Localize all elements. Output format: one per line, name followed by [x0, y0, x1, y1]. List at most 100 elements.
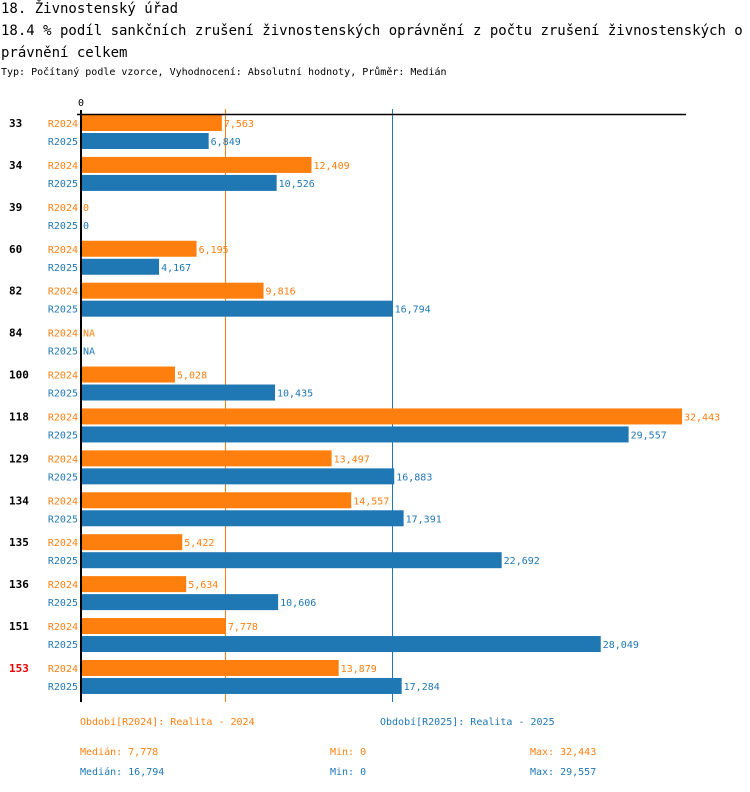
bar-r2024: [82, 156, 312, 173]
series-label: R2024: [48, 203, 78, 214]
category-group: 84 R2024 NA R2025 NA: [9, 327, 95, 358]
value-label: 17,391: [406, 514, 442, 525]
value-label: 16,794: [395, 305, 431, 316]
category-group: 34 R2024 12,409 R2025 10,526: [9, 156, 350, 191]
value-label: 5,634: [188, 580, 218, 591]
series-label: R2024: [48, 119, 78, 130]
stat-r2025-min: Min: 0: [330, 767, 367, 778]
value-label: NA: [83, 347, 95, 358]
category-group: 39 R2024 0 R2025 0: [9, 201, 89, 232]
stat-r2024-min: Min: 0: [330, 747, 367, 758]
category-label: 33: [9, 117, 22, 130]
category-label: 60: [9, 243, 22, 256]
value-label: 0: [83, 203, 89, 214]
bar-r2025: [82, 133, 209, 149]
series-label: R2024: [48, 580, 78, 591]
bar-r2025: [82, 636, 601, 653]
legend-r2025: Období[R2025]: Realita - 2025: [380, 717, 555, 728]
series-label: R2025: [48, 682, 78, 693]
series-label: R2024: [48, 622, 78, 633]
series-label: R2025: [48, 389, 78, 400]
category-label: 135: [9, 536, 29, 549]
series-label: R2025: [48, 137, 78, 148]
bar-r2025: [82, 258, 160, 275]
category-label: 84: [9, 327, 23, 340]
category-group: 153 R2024 13,879 R2025 17,284: [9, 659, 440, 694]
bar-r2025: [82, 174, 277, 191]
series-label: R2025: [48, 598, 78, 609]
category-label: 118: [9, 410, 29, 423]
axes-layer: 0: [77, 98, 686, 702]
category-group: 136 R2024 5,634 R2025 10,606: [9, 576, 316, 611]
bar-r2025: [82, 677, 402, 694]
series-label: R2025: [48, 514, 78, 525]
bar-r2024: [82, 618, 226, 635]
series-label: R2024: [48, 412, 78, 423]
value-label: 6,195: [199, 245, 229, 256]
category-label: 129: [9, 452, 29, 465]
stat-r2025-median: Medián: 16,794: [80, 767, 165, 778]
bar-r2025: [82, 594, 279, 611]
legend-r2024: Období[R2024]: Realita - 2024: [80, 717, 255, 728]
series-label: R2024: [48, 538, 78, 549]
category-label: 134: [9, 494, 29, 507]
stat-r2024-median: Medián: 7,778: [80, 747, 159, 758]
value-label: 16,883: [396, 472, 432, 483]
bar-r2025: [82, 510, 404, 527]
value-label: 7,778: [228, 622, 258, 633]
bar-r2024: [82, 240, 197, 257]
bar-r2024: [82, 576, 187, 593]
category-group: 60 R2024 6,195 R2025 4,167: [9, 240, 229, 275]
value-label: 28,049: [603, 640, 639, 651]
category-label: 39: [9, 201, 22, 214]
bar-r2025: [82, 552, 502, 569]
series-label: R2025: [48, 179, 78, 190]
bar-r2024: [82, 366, 175, 383]
bar-r2024: [82, 492, 352, 509]
series-label: R2025: [48, 640, 78, 651]
category-group: 100 R2024 5,028 R2025 10,435: [9, 366, 313, 401]
median-lines: [225, 109, 393, 702]
value-label: 32,443: [684, 412, 720, 423]
category-group: 82 R2024 9,816 R2025 16,794: [9, 282, 431, 317]
value-label: 14,557: [353, 496, 389, 507]
legend-r2025-label: Období[R2025]: Realita - 2025: [380, 717, 555, 728]
series-label: R2025: [48, 263, 78, 274]
series-label: R2024: [48, 287, 78, 298]
bar-r2024: [82, 282, 264, 299]
series-label: R2024: [48, 496, 78, 507]
value-label: 7,563: [224, 119, 254, 130]
bar-r2025: [82, 468, 395, 485]
legend-r2024-label: Období[R2024]: Realita - 2024: [80, 717, 255, 728]
value-label: 10,435: [277, 389, 313, 400]
series-label: R2024: [48, 454, 78, 465]
value-label: 0: [83, 221, 89, 232]
value-label: 10,606: [280, 598, 316, 609]
bar-r2025: [82, 384, 275, 401]
value-label: 5,028: [177, 371, 207, 382]
category-label: 153: [9, 662, 29, 675]
series-label: R2024: [48, 371, 78, 382]
bar-r2024: [82, 115, 222, 131]
bar-r2024: [82, 534, 183, 551]
stat-r2025-max: Max: 29,557: [530, 767, 597, 778]
bar-r2024: [82, 450, 332, 467]
category-label: 34: [9, 159, 23, 172]
bar-r2025: [82, 426, 629, 443]
category-group: 118 R2024 32,443 R2025 29,557: [9, 408, 720, 443]
series-label: R2025: [48, 430, 78, 441]
value-label: 6,849: [211, 137, 241, 148]
value-label: 13,879: [341, 664, 377, 675]
x-tick-label: 0: [78, 98, 84, 109]
category-group: 151 R2024 7,778 R2025 28,049: [9, 618, 639, 653]
category-group: 135 R2024 5,422 R2025 22,692: [9, 534, 540, 569]
value-label: 10,526: [279, 179, 315, 190]
bar-r2024: [82, 659, 339, 676]
series-label: R2025: [48, 472, 78, 483]
category-label: 100: [9, 369, 29, 382]
value-label: 22,692: [504, 556, 540, 567]
category-label: 136: [9, 578, 29, 591]
series-label: R2025: [48, 556, 78, 567]
value-label: 13,497: [334, 454, 370, 465]
